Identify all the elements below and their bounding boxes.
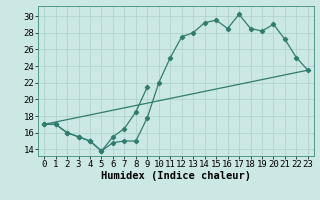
X-axis label: Humidex (Indice chaleur): Humidex (Indice chaleur) (101, 171, 251, 181)
